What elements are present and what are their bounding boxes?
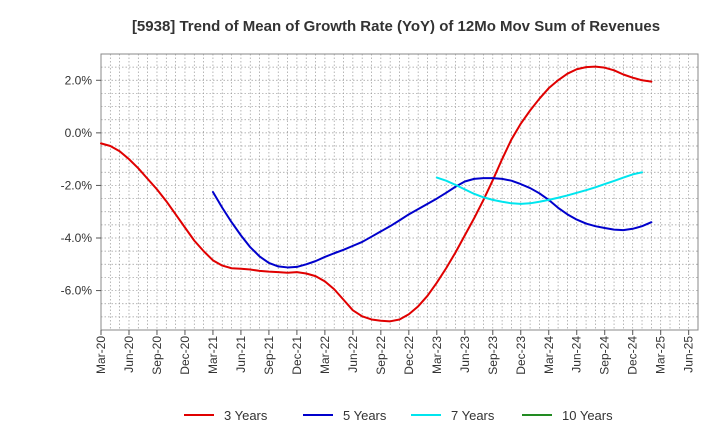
x-tick-label: Sep-20 — [150, 336, 164, 375]
y-tick-label: -2.0% — [61, 178, 93, 192]
y-axis: 2.0% 0.0% -2.0% -4.0% -6.0% — [61, 73, 101, 298]
x-tick-label: Sep-24 — [598, 336, 612, 375]
x-tick-label: Jun-23 — [458, 336, 472, 373]
x-tick-label: Sep-23 — [486, 336, 500, 375]
legend-label: 5 Years — [343, 408, 387, 423]
x-tick-label: Sep-22 — [374, 336, 388, 375]
x-tick-label: Dec-23 — [514, 336, 528, 375]
x-tick-label: Jun-22 — [346, 336, 360, 373]
x-tick-label: Dec-21 — [290, 336, 304, 375]
plot-area — [100, 53, 699, 331]
x-tick-label: Jun-20 — [122, 336, 136, 373]
y-tick-label: 2.0% — [65, 73, 93, 87]
y-tick-label: -4.0% — [61, 231, 93, 245]
legend-label: 3 Years — [224, 408, 268, 423]
series-line-7-years — [435, 171, 644, 205]
series-lines — [100, 65, 653, 323]
x-tick-label: Mar-23 — [430, 336, 444, 374]
x-tick-label: Mar-22 — [318, 336, 332, 374]
x-tick-label: Sep-21 — [262, 336, 276, 375]
x-tick-label: Dec-22 — [402, 336, 416, 375]
x-tick-label: Dec-24 — [626, 336, 640, 375]
grid-lines — [101, 54, 698, 330]
legend-label: 10 Years — [562, 408, 613, 423]
series-line-3-years — [100, 65, 653, 323]
y-tick-label: 0.0% — [65, 126, 93, 140]
series-line-5-years — [211, 177, 653, 269]
x-tick-label: Mar-25 — [654, 336, 668, 374]
x-tick-label: Jun-21 — [234, 336, 248, 373]
chart-title: [5938] Trend of Mean of Growth Rate (YoY… — [132, 18, 660, 35]
legend: 3 Years 5 Years 7 Years 10 Years — [184, 408, 613, 423]
x-tick-label: Jun-24 — [570, 336, 584, 373]
x-tick-label: Jun-25 — [682, 336, 696, 373]
x-tick-label: Mar-21 — [206, 336, 220, 374]
y-tick-label: -6.0% — [61, 284, 93, 298]
x-tick-label: Mar-24 — [542, 336, 556, 374]
x-tick-label: Mar-20 — [94, 336, 108, 374]
legend-label: 7 Years — [451, 408, 495, 423]
x-tick-label: Dec-20 — [178, 336, 192, 375]
x-axis: Mar-20 Jun-20 Sep-20 Dec-20 Mar-21 Jun-21 Sep-… — [94, 330, 696, 375]
